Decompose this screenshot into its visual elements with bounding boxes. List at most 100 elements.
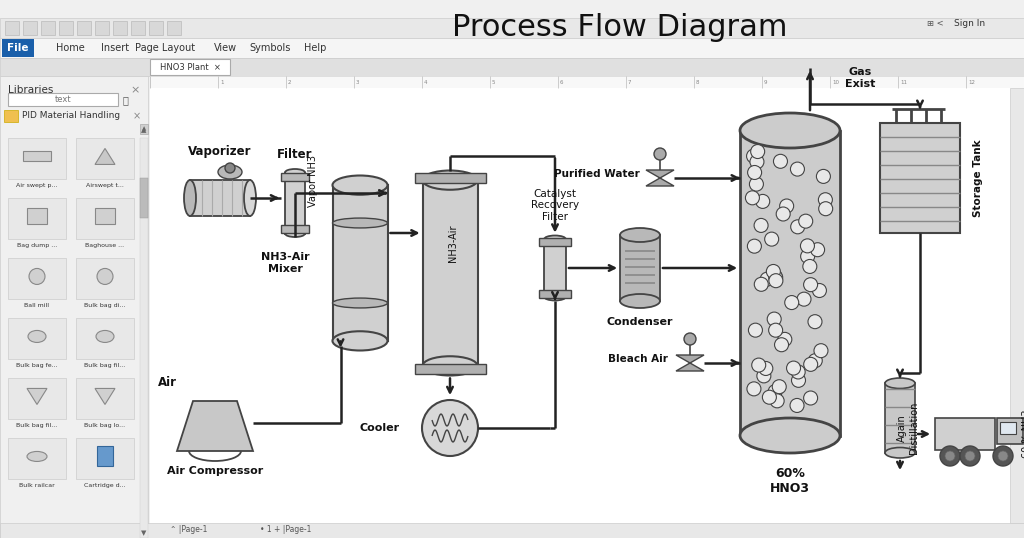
Bar (5, 21, 19, 35)
Bar (23, 21, 37, 35)
Text: Air Compressor: Air Compressor (167, 466, 263, 476)
Ellipse shape (27, 451, 47, 462)
Text: Process Flow Diagram: Process Flow Diagram (453, 13, 787, 43)
Circle shape (774, 338, 788, 352)
Circle shape (961, 446, 980, 466)
Text: Bulk railcar: Bulk railcar (19, 483, 55, 488)
Circle shape (767, 312, 781, 326)
Text: Gas
Exist: Gas Exist (845, 67, 876, 89)
Bar (423, 180, 477, 366)
Bar (415, 364, 485, 373)
Text: Sign In: Sign In (954, 18, 985, 27)
Polygon shape (27, 388, 47, 405)
Circle shape (812, 284, 826, 298)
Circle shape (769, 323, 782, 337)
Bar (620, 235, 660, 301)
Polygon shape (177, 401, 253, 451)
Circle shape (746, 149, 761, 163)
Ellipse shape (28, 330, 46, 343)
Text: ×: × (130, 85, 139, 95)
Text: 1: 1 (220, 80, 223, 84)
Ellipse shape (333, 218, 387, 228)
Circle shape (750, 155, 764, 169)
Text: Catalyst
Recovery
Filter: Catalyst Recovery Filter (530, 189, 579, 222)
Text: 2: 2 (288, 80, 292, 84)
Bar (150, 88, 1024, 538)
Ellipse shape (184, 180, 196, 216)
Circle shape (779, 199, 794, 213)
Text: ×: × (133, 111, 141, 121)
Bar (544, 239, 566, 296)
Bar (140, 124, 148, 134)
Circle shape (791, 162, 805, 176)
Circle shape (745, 191, 760, 205)
Circle shape (756, 194, 770, 208)
Ellipse shape (620, 294, 660, 308)
Circle shape (940, 446, 961, 466)
Text: Airswept t...: Airswept t... (86, 183, 124, 188)
Circle shape (791, 220, 805, 234)
Text: 8: 8 (696, 80, 699, 84)
Bar (113, 21, 127, 35)
Circle shape (816, 169, 830, 183)
Bar (8, 138, 66, 179)
Bar (76, 198, 134, 239)
Bar (885, 383, 915, 453)
Text: Cartridge d...: Cartridge d... (84, 483, 126, 488)
Bar (8, 438, 66, 479)
Ellipse shape (96, 330, 114, 343)
Bar (76, 138, 134, 179)
Circle shape (748, 239, 762, 253)
Text: 6: 6 (560, 80, 563, 84)
Circle shape (773, 154, 787, 168)
Bar (1000, 422, 1016, 434)
Text: 9: 9 (764, 80, 768, 84)
Circle shape (763, 390, 776, 404)
Bar (8, 198, 66, 239)
Text: 4: 4 (424, 80, 427, 84)
Circle shape (754, 218, 768, 232)
Text: Filter: Filter (278, 148, 312, 161)
Circle shape (759, 362, 773, 376)
Text: 12: 12 (968, 80, 975, 84)
Text: Condenser: Condenser (607, 317, 673, 327)
Text: Baghouse ...: Baghouse ... (85, 243, 125, 248)
Bar (415, 173, 485, 182)
Ellipse shape (333, 331, 387, 350)
Circle shape (749, 323, 763, 337)
Text: PID Material Handling: PID Material Handling (22, 111, 120, 121)
Bar (8, 318, 66, 359)
Bar (8, 93, 118, 106)
Ellipse shape (620, 228, 660, 242)
Text: 11: 11 (900, 80, 907, 84)
Ellipse shape (218, 165, 242, 179)
Bar (95, 208, 115, 224)
Ellipse shape (333, 175, 387, 195)
Text: Bag dump ...: Bag dump ... (16, 243, 57, 248)
Text: Bleach Air: Bleach Air (608, 354, 668, 364)
Text: Storage Tank: Storage Tank (973, 139, 983, 217)
Circle shape (965, 451, 975, 461)
Circle shape (799, 214, 813, 228)
Bar (8, 258, 66, 299)
Bar (150, 21, 163, 35)
Text: Bulk bag di...: Bulk bag di... (84, 303, 126, 308)
Bar (539, 238, 571, 246)
Circle shape (811, 243, 824, 257)
Circle shape (772, 380, 786, 394)
Text: Page Layout: Page Layout (135, 43, 195, 53)
Bar (190, 180, 250, 216)
Text: Bulk bag lo...: Bulk bag lo... (84, 423, 126, 428)
Bar (77, 21, 91, 35)
Circle shape (748, 166, 762, 180)
Circle shape (746, 382, 761, 396)
Circle shape (784, 295, 799, 309)
Bar (140, 178, 148, 218)
Circle shape (804, 391, 817, 405)
Circle shape (29, 268, 45, 285)
Bar (285, 173, 305, 233)
Ellipse shape (740, 113, 840, 148)
Ellipse shape (423, 356, 477, 376)
Circle shape (801, 249, 815, 264)
Bar (0, 0, 1024, 18)
